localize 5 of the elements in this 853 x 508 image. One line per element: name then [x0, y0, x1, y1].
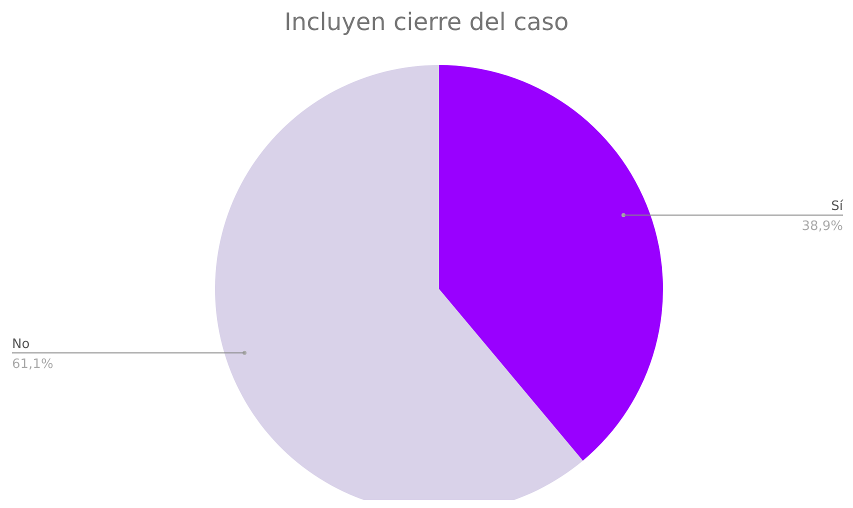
- slice-label: Sí: [831, 199, 844, 214]
- data-label: 38,9%: [802, 219, 843, 234]
- slice-label: No: [12, 336, 30, 352]
- chart-title: Incluyen cierre del caso: [283, 8, 570, 36]
- data-label: 61,1%: [12, 356, 54, 372]
